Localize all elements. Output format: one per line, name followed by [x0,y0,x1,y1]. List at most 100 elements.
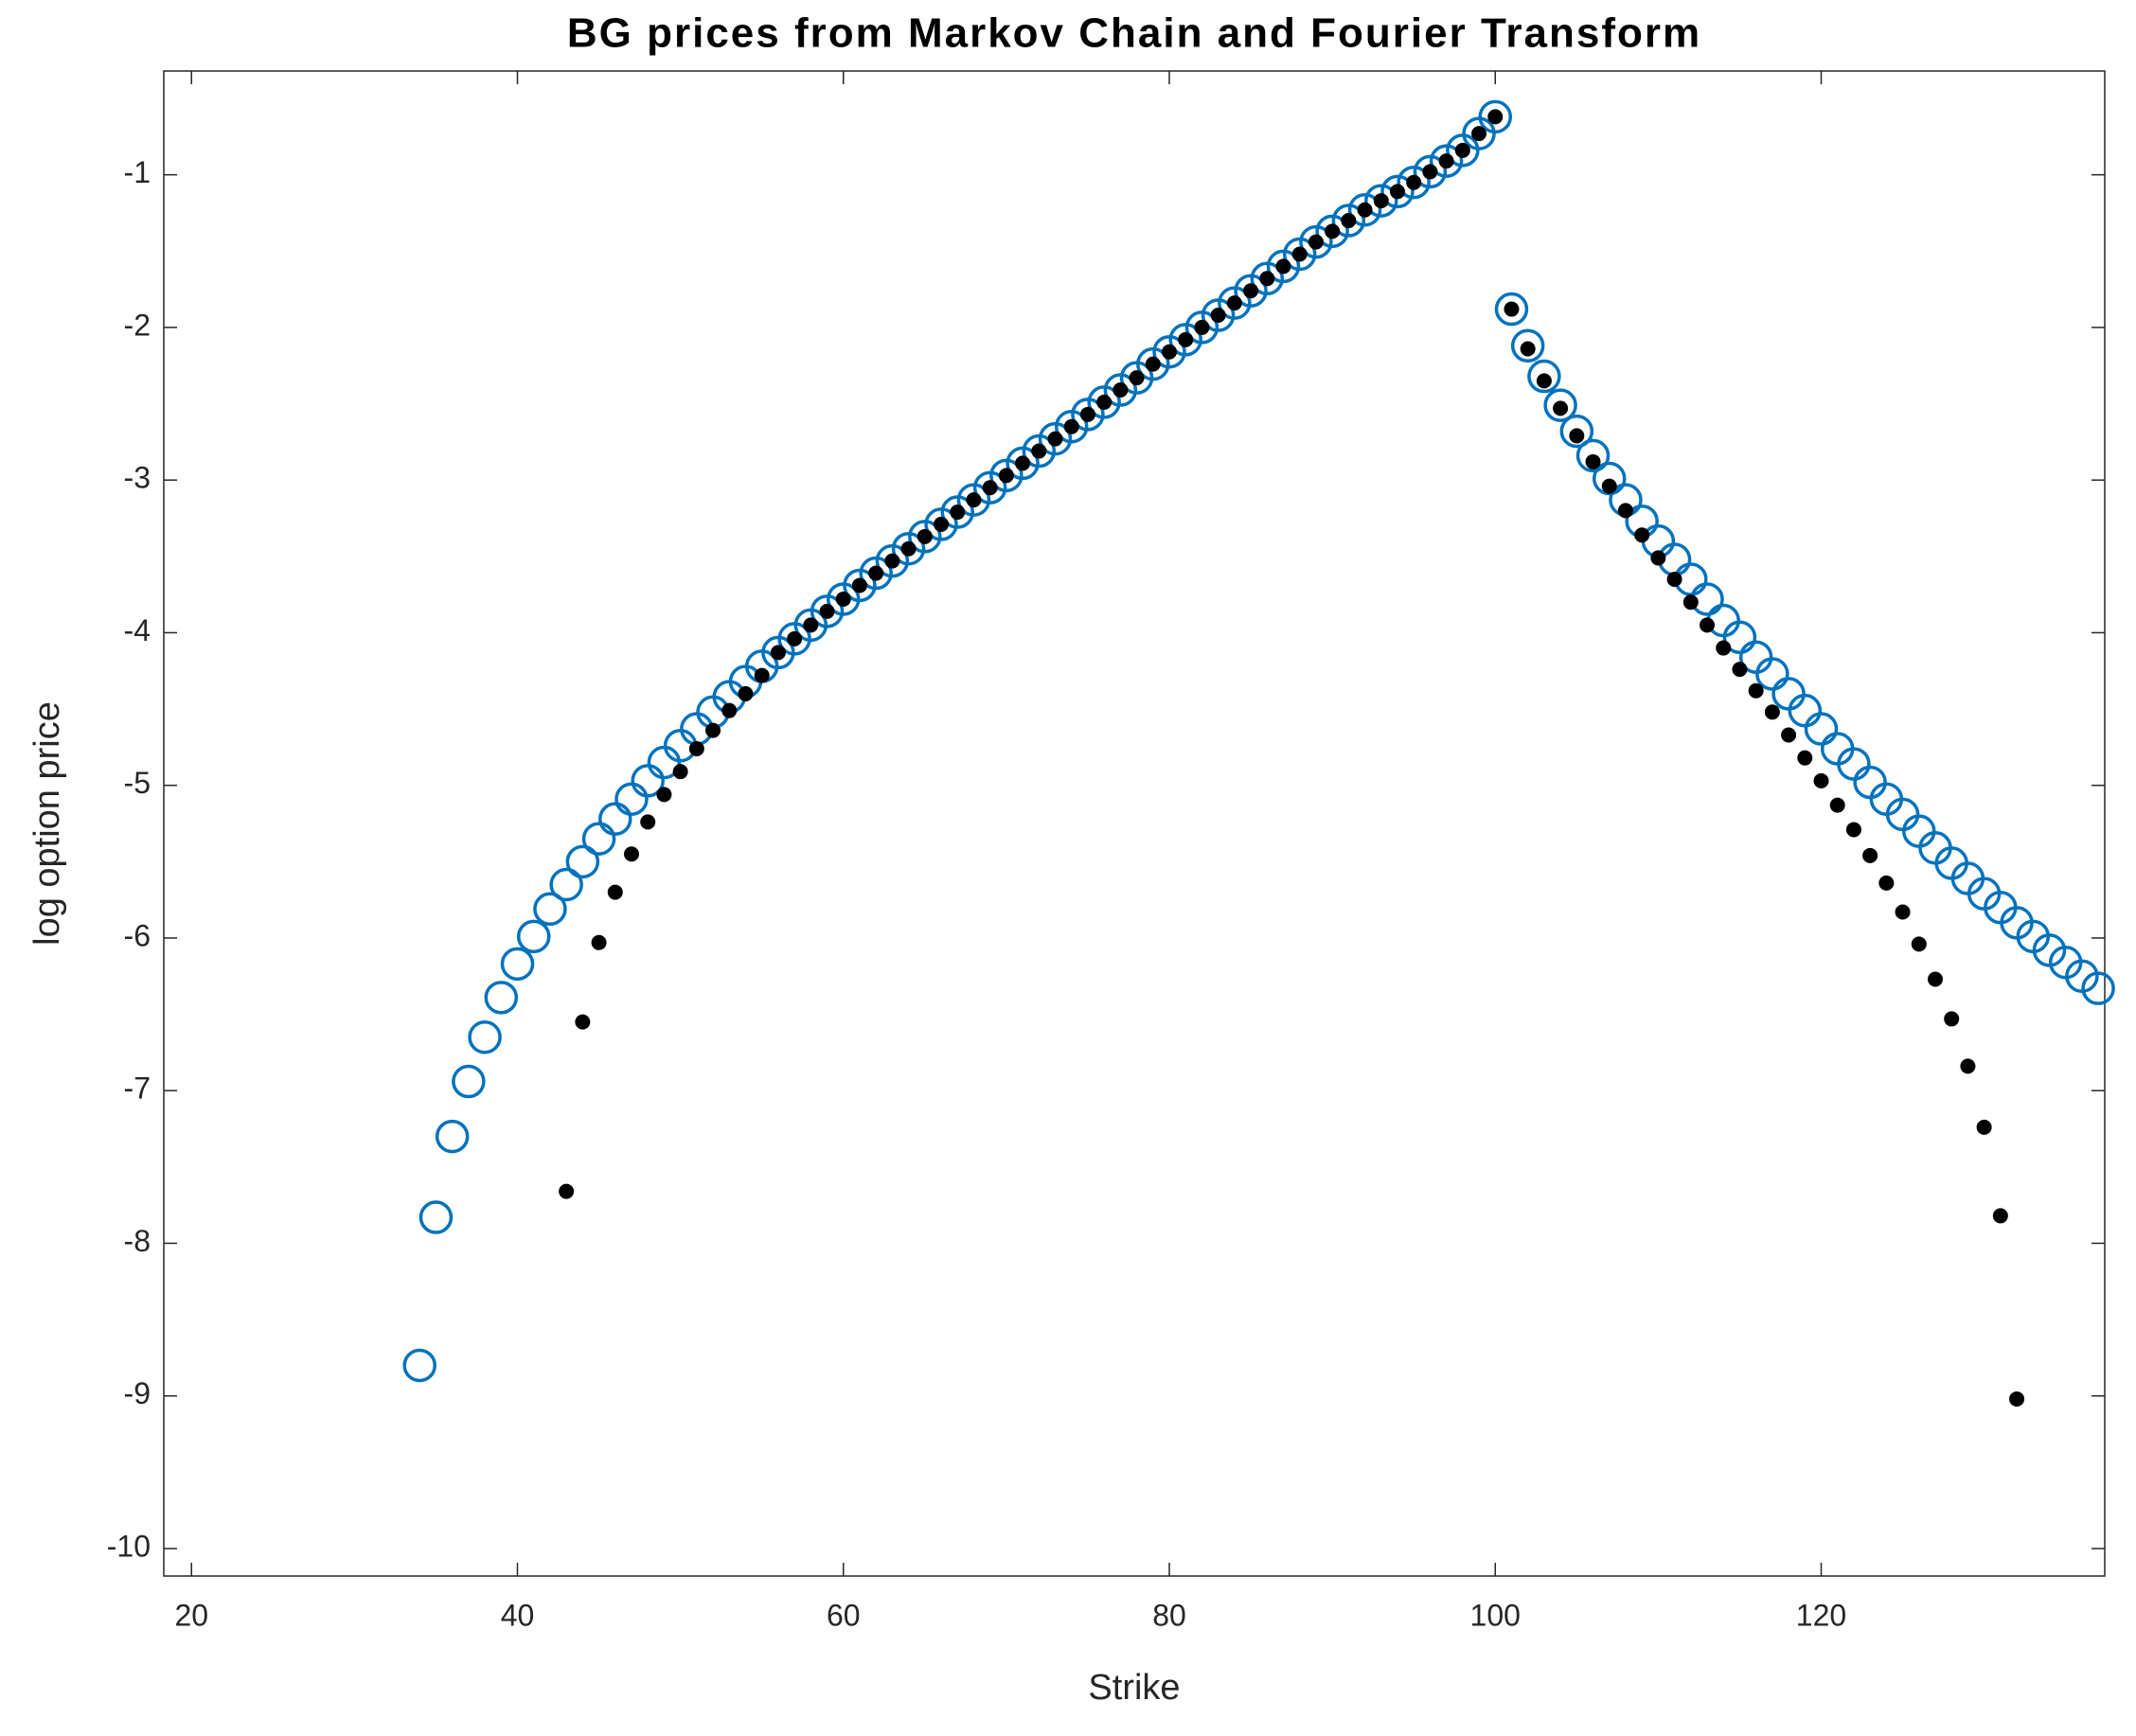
data-point [1732,662,1748,678]
y-tick-label: -2 [124,308,151,342]
x-tick-label: 120 [1796,1598,1846,1632]
data-point [516,919,551,954]
data-point [1553,400,1569,416]
data-point [435,1119,470,1154]
data-point [1308,234,1324,250]
data-point [1357,202,1373,218]
data-point [819,603,835,619]
data-point [468,1020,502,1054]
data-point [1911,936,1927,952]
data-point [1976,1119,1992,1135]
data-point [1781,727,1797,743]
data-point [966,492,982,508]
data-point [1096,394,1112,410]
data-point [623,846,639,862]
data-point [1764,704,1780,720]
data-point [1364,184,1398,218]
data-point [1601,478,1617,494]
data-point [1226,295,1242,311]
y-tick-label: -9 [124,1376,151,1410]
data-point [452,1064,486,1099]
data-point [1722,620,1757,655]
data-point [1397,165,1431,200]
data-point [1389,184,1405,200]
data-point [1454,142,1470,158]
data-point [1895,904,1911,920]
data-point [598,802,632,836]
data-point [1047,431,1063,447]
data-point [1716,640,1732,656]
data-point [1559,414,1594,449]
data-point [1755,657,1789,691]
data-point [1748,682,1764,699]
data-point [1520,341,1536,357]
data-point [672,764,688,780]
data-point [2081,971,2115,1005]
x-tick-label: 60 [827,1598,861,1632]
data-point [656,787,672,803]
data-point [934,516,950,532]
data-point [787,630,803,647]
data-point [1494,292,1529,327]
data-point [1347,192,1382,227]
data-point [1845,822,1861,838]
data-point [1422,164,1438,180]
data-point [1700,617,1716,633]
data-point [1862,847,1878,863]
data-point [770,645,786,661]
data-point [1406,174,1422,190]
data-point [1413,154,1448,189]
data-point [1650,550,1666,566]
data-point [1536,373,1552,389]
data-point [1079,406,1095,422]
data-point [1373,193,1389,209]
data-point [1063,418,1079,434]
data-point [1178,331,1194,347]
data-point [1804,712,1839,746]
data-point [998,468,1014,484]
data-point [1504,301,1520,317]
data-point [1341,213,1357,229]
data-point [1960,1058,1976,1074]
data-point [950,505,966,521]
x-tick-label: 80 [1152,1598,1186,1632]
x-tick-label: 40 [501,1598,535,1632]
data-point [1429,144,1464,178]
data-point [1145,356,1161,372]
data-point [754,667,770,683]
data-point [868,565,884,581]
data-point [533,892,567,927]
y-tick-label: -7 [124,1072,151,1106]
data-point [1015,455,1031,471]
data-point [1243,283,1259,299]
y-tick-label: -8 [124,1224,151,1258]
data-point [1331,204,1366,238]
data-point [565,844,600,879]
data-point [803,617,819,633]
data-point [688,740,704,756]
y-tick-label: -1 [124,155,151,189]
data-point [1487,109,1504,125]
data-point [721,702,738,718]
y-tick-label: -6 [124,918,151,952]
y-tick-label: -3 [124,461,151,495]
data-point [900,540,917,557]
data-point [1927,971,1943,987]
data-point [559,1183,575,1199]
data-point [1478,99,1513,134]
x-tick-label: 20 [174,1598,208,1632]
data-point [1162,344,1178,360]
data-point [418,1200,454,1234]
data-point [1585,453,1601,469]
data-point [1527,359,1561,394]
data-point [581,822,616,856]
data-point [884,553,900,569]
x-axis-label: Strike [1088,1668,1180,1708]
data-point [1569,428,1585,444]
data-point [835,591,851,607]
data-point [1510,328,1545,363]
data-point [1666,571,1682,587]
data-point [402,1348,436,1383]
data-point [1617,503,1633,519]
